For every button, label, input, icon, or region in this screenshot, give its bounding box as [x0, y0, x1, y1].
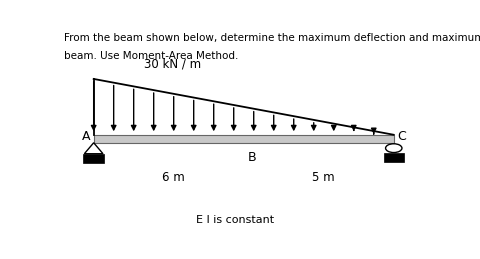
Bar: [383, 153, 403, 162]
Bar: [94, 135, 393, 143]
Text: C: C: [396, 130, 406, 143]
Text: 6 m: 6 m: [161, 171, 184, 184]
Text: E I is constant: E I is constant: [196, 214, 274, 225]
Bar: [83, 154, 104, 163]
Text: From the beam shown below, determine the maximum deflection and maximum slope of: From the beam shown below, determine the…: [64, 33, 480, 43]
Text: A: A: [82, 130, 91, 143]
Text: 30 kN / m: 30 kN / m: [144, 58, 201, 71]
Polygon shape: [84, 143, 103, 154]
Text: beam. Use Moment-Area Method.: beam. Use Moment-Area Method.: [64, 51, 238, 61]
Text: 5 m: 5 m: [311, 171, 334, 184]
Text: B: B: [247, 151, 256, 164]
